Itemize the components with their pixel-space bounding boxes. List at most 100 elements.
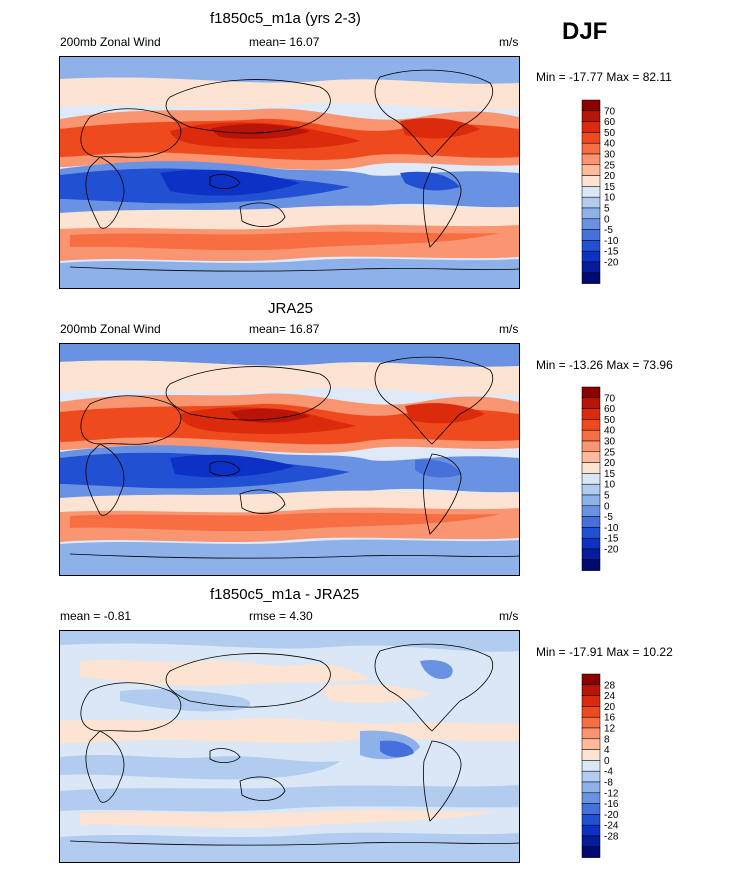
colorbar-box — [581, 494, 601, 507]
colorbar-tick-label: -20 — [604, 810, 619, 821]
panel-3-minmax: Min = -17.91 Max = 10.22 — [536, 645, 673, 659]
colorbar-tick-label: 50 — [604, 128, 616, 139]
colorbar-tick-label: 0 — [604, 214, 610, 225]
panel-1-minmax: Min = -17.77 Max = 82.11 — [536, 70, 672, 84]
colorbar-tick-label: -20 — [604, 258, 619, 269]
colorbar-box — [581, 673, 601, 686]
colorbar-tick-label: 5 — [604, 204, 610, 215]
colorbar-tick-label: 70 — [604, 106, 616, 117]
colorbar-tick-label: 40 — [604, 139, 616, 150]
colorbar-box — [581, 706, 601, 718]
panel-2-colorbar: 70 60 50 40 30 25 20 15 10 5 0 -5 -10 -15 -20 — [581, 386, 662, 571]
colorbar-box — [581, 397, 601, 409]
panel-1-colorbar: 70 60 50 40 30 25 20 15 10 5 0 -5 -10 -15 -20 — [581, 99, 662, 284]
colorbar-tick-label: 16 — [604, 713, 616, 724]
colorbar-box — [581, 792, 601, 804]
panel-3-rmse-label: rmse = 4.30 — [249, 609, 313, 623]
colorbar-box — [581, 196, 601, 209]
colorbar-box — [581, 537, 601, 550]
panel-3-map — [59, 630, 520, 863]
colorbar-tick-label: 28 — [604, 680, 616, 691]
colorbar-tick-label: -10 — [604, 236, 619, 247]
panel-2-variable-label: 200mb Zonal Wind — [60, 322, 161, 336]
colorbar-tick-label: -5 — [604, 225, 613, 236]
colorbar-box — [581, 429, 601, 442]
colorbar-box — [581, 142, 601, 155]
colorbar-box — [581, 684, 601, 696]
colorbar-tick-label: 40 — [604, 426, 616, 437]
colorbar-tick-label: 15 — [604, 469, 616, 480]
panel-2-title: JRA25 — [268, 300, 314, 317]
colorbar-tick-label: -15 — [604, 247, 619, 258]
panel-3-contour-field — [60, 631, 519, 862]
colorbar-tick-label: 5 — [604, 491, 610, 502]
colorbar-box — [581, 760, 601, 772]
colorbar-tick-label: 12 — [604, 724, 616, 735]
colorbar-box — [581, 770, 601, 783]
colorbar-tick-label: 8 — [604, 734, 610, 745]
panel-3-colorbar: 28 24 20 16 12 8 4 0 -4 -8 -12 -16 -20 -24 -28 — [581, 673, 662, 858]
colorbar-tick-label: -5 — [604, 512, 613, 523]
season-label: DJF — [562, 18, 608, 45]
colorbar-box — [581, 803, 601, 815]
colorbar-box — [581, 121, 601, 133]
colorbar-tick-label: 0 — [604, 756, 610, 767]
colorbar-box — [581, 207, 601, 220]
colorbar-box — [581, 153, 601, 166]
panel-3-mean-label: mean = -0.81 — [60, 609, 132, 623]
colorbar-box — [581, 695, 601, 707]
colorbar-tick-label: 30 — [604, 150, 616, 161]
colorbar-box — [581, 250, 601, 263]
colorbar-box — [581, 473, 601, 485]
colorbar-tick-label: 24 — [604, 691, 616, 702]
colorbar-box — [581, 272, 601, 284]
colorbar-tick-label: 15 — [604, 182, 616, 193]
colorbar-box — [581, 175, 601, 187]
colorbar-box — [581, 559, 601, 571]
colorbar-box — [581, 548, 601, 561]
panel-3-units-label: m/s — [499, 609, 519, 623]
colorbar-box — [581, 164, 601, 176]
panel-1-title: f1850c5_m1a (yrs 2-3) — [210, 10, 361, 27]
colorbar-tick-label: -20 — [604, 545, 619, 556]
colorbar-tick-label: 20 — [604, 458, 616, 469]
panel-1-contour-field — [60, 57, 519, 288]
colorbar-box — [581, 527, 601, 539]
colorbar-box — [581, 240, 601, 252]
colorbar-box — [581, 261, 601, 274]
colorbar-box — [581, 386, 601, 399]
colorbar-tick-label: -28 — [604, 832, 619, 843]
colorbar-box — [581, 835, 601, 848]
colorbar-tick-label: -12 — [604, 788, 619, 799]
colorbar-box — [581, 419, 601, 431]
colorbar-tick-label: -15 — [604, 534, 619, 545]
panel-3-title: f1850c5_m1a - JRA25 — [210, 586, 360, 603]
colorbar-box — [581, 738, 601, 750]
colorbar-tick-label: -8 — [604, 778, 613, 789]
colorbar-box — [581, 483, 601, 496]
panel-1-map — [59, 56, 520, 289]
colorbar-tick-label: 4 — [604, 745, 610, 756]
colorbar-box — [581, 218, 601, 230]
colorbar-box — [581, 99, 601, 112]
colorbar-box — [581, 440, 601, 453]
colorbar-tick-label: 10 — [604, 193, 616, 204]
colorbar-tick-label: 20 — [604, 171, 616, 182]
panel-2-minmax: Min = -13.26 Max = 73.96 — [536, 358, 673, 372]
colorbar-tick-label: 30 — [604, 437, 616, 448]
panel-2-contour-field — [60, 344, 519, 575]
colorbar-box — [581, 451, 601, 463]
colorbar-box — [581, 229, 601, 241]
colorbar-tick-label: 25 — [604, 160, 616, 171]
colorbar-box — [581, 110, 601, 122]
colorbar-tick-label: 70 — [604, 393, 616, 404]
colorbar-tick-label: 0 — [604, 501, 610, 512]
colorbar-box — [581, 824, 601, 837]
colorbar-box — [581, 516, 601, 528]
colorbar-box — [581, 716, 601, 729]
colorbar-box — [581, 749, 601, 761]
panel-1-variable-label: 200mb Zonal Wind — [60, 35, 161, 49]
colorbar-box — [581, 846, 601, 858]
colorbar-tick-label: -24 — [604, 821, 619, 832]
colorbar-box — [581, 408, 601, 420]
